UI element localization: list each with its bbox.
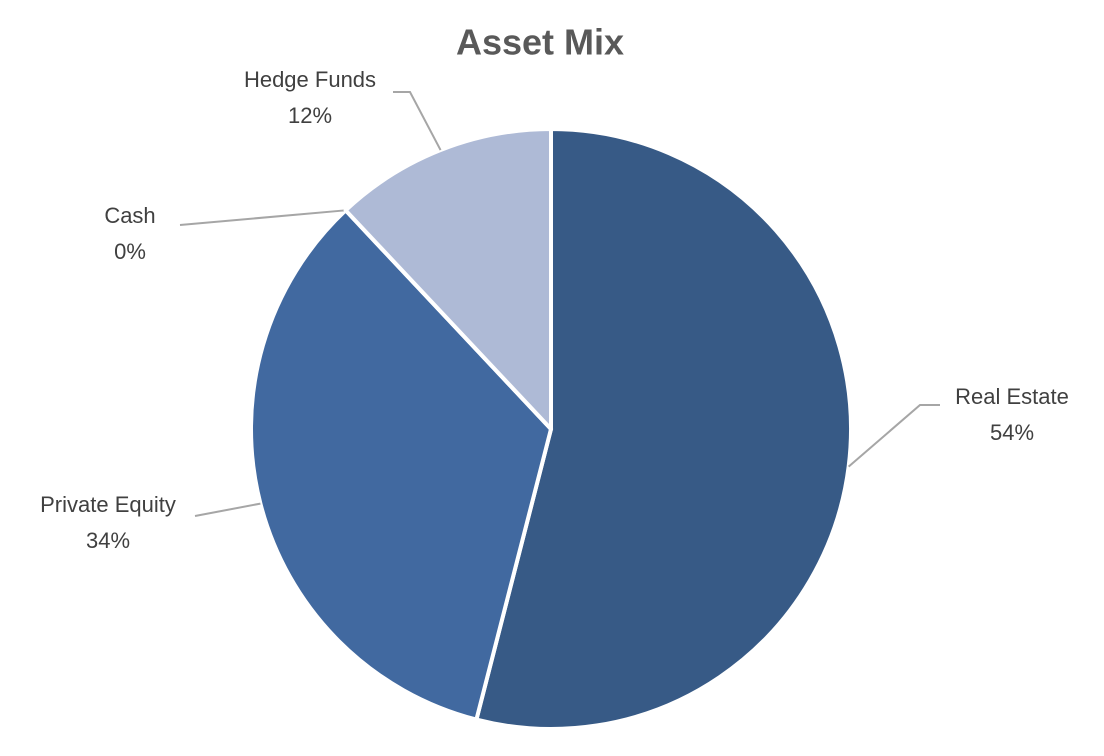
slice-label: Real Estate [955, 384, 1069, 409]
leader-line [847, 404, 940, 468]
chart-title: Asset Mix [456, 22, 624, 63]
slice-value-label: 34% [86, 528, 130, 553]
slice-label: Cash [104, 203, 155, 228]
slice-value-label: 54% [990, 420, 1034, 445]
leader-line [194, 502, 261, 517]
leader-line [393, 91, 442, 151]
slice-value-label: 12% [288, 103, 332, 128]
slice-label: Hedge Funds [244, 67, 376, 92]
slice-label: Private Equity [40, 492, 176, 517]
pie-slice [249, 208, 553, 722]
pie-slice [474, 127, 853, 731]
slice-value-label: 0% [114, 239, 146, 264]
leader-line [179, 209, 346, 226]
